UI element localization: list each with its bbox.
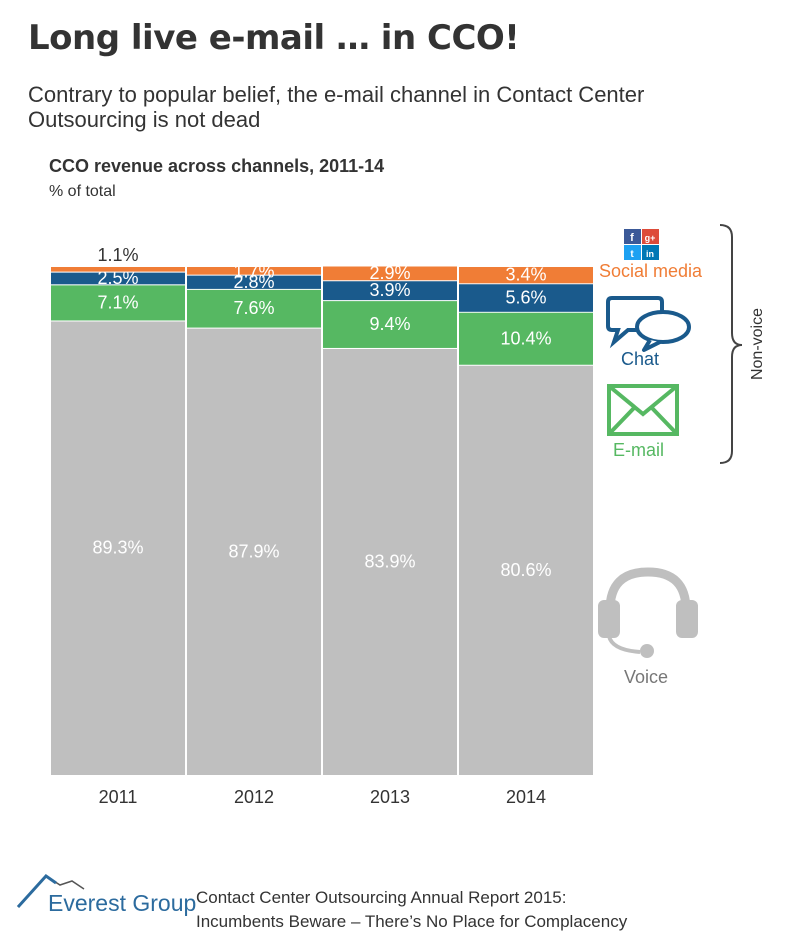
bar-social-media-2012 <box>187 266 321 275</box>
data-label-chat-2012: 2.8% <box>233 272 274 292</box>
data-label-e-mail-2014: 10.4% <box>500 328 551 348</box>
bar-e-mail-2011 <box>51 284 185 321</box>
bar-chat-2012 <box>187 274 321 289</box>
social-media-icon: f g+ t in <box>623 228 659 262</box>
non-voice-bracket <box>719 224 743 464</box>
bar-voice-2014 <box>459 364 593 775</box>
footer-logo-graphic <box>16 874 85 909</box>
chart-unit-label: % of total <box>49 183 116 200</box>
headset-icon <box>598 567 698 658</box>
bar-voice-2012 <box>187 327 321 775</box>
bar-e-mail-2012 <box>187 288 321 328</box>
data-label-voice-2013: 83.9% <box>364 551 415 571</box>
email-icon <box>607 384 679 436</box>
x-tick-label-2014: 2014 <box>506 787 546 807</box>
legend-chat: Chat <box>621 349 660 369</box>
data-label-voice-2012: 87.9% <box>228 541 279 561</box>
data-label-voice-2014: 80.6% <box>500 560 551 580</box>
data-label-chat-2013: 3.9% <box>369 280 410 300</box>
bar-social-media-2014 <box>459 266 593 284</box>
data-label-social-media-2012: 1.7% <box>233 261 274 281</box>
x-tick-label-2012: 2012 <box>234 787 274 807</box>
bar-chat-2013 <box>323 280 457 301</box>
chat-icon <box>606 296 691 352</box>
report-title-line2: Incumbents Beware – There’s No Place for… <box>196 912 628 931</box>
bar-voice-2011 <box>51 320 185 775</box>
data-label-voice-2011: 89.3% <box>92 538 143 558</box>
legend-email: E-mail <box>613 440 665 460</box>
chart: 89.3% 7.1% 2.5% 1.1% 87.9% 7.6% 2.8%1.7% 83.9% 9… <box>51 224 743 807</box>
report-title-line1: Contact Center Outsourcing Annual Report… <box>196 888 567 907</box>
facebook-icon: f <box>630 232 634 244</box>
data-label-e-mail-2013: 9.4% <box>369 314 410 334</box>
data-label-e-mail-2011: 7.1% <box>97 292 138 312</box>
twitter-icon: t <box>630 249 634 260</box>
non-voice-label: Non-voice <box>749 307 767 381</box>
bar-e-mail-2014 <box>459 311 593 365</box>
data-label-social-media-2013: 2.9% <box>369 263 410 283</box>
x-tick-label-2013: 2013 <box>370 787 410 807</box>
chart-title: CCO revenue across channels, 2011-14 <box>49 156 385 176</box>
x-tick-label-2011: 2011 <box>99 787 138 807</box>
legend-voice: Voice <box>624 667 669 687</box>
bar-voice-2013 <box>323 347 457 775</box>
data-label-social-media-2014: 3.4% <box>505 265 546 285</box>
bar-social-media-2011 <box>51 266 185 272</box>
data-label-social-media-2011: 1.1% <box>97 245 138 265</box>
page-title: Long live e-mail … in CCO! <box>28 18 520 58</box>
brand-name: Everest Group <box>48 890 197 916</box>
google-plus-icon: g+ <box>645 233 656 243</box>
bar-chat-2011 <box>51 271 185 285</box>
page-subtitle: Contrary to popular belief, the e-mail c… <box>28 82 645 132</box>
data-label-chat-2011: 2.5% <box>97 268 138 288</box>
bar-chat-2014 <box>459 283 593 312</box>
bar-social-media-2013 <box>323 265 457 281</box>
data-label-chat-2014: 5.6% <box>505 288 546 308</box>
data-label-e-mail-2012: 7.6% <box>233 298 274 318</box>
legend-social-media: Social media <box>599 261 703 281</box>
linkedin-icon: in <box>646 249 654 259</box>
bar-e-mail-2013 <box>323 300 457 348</box>
